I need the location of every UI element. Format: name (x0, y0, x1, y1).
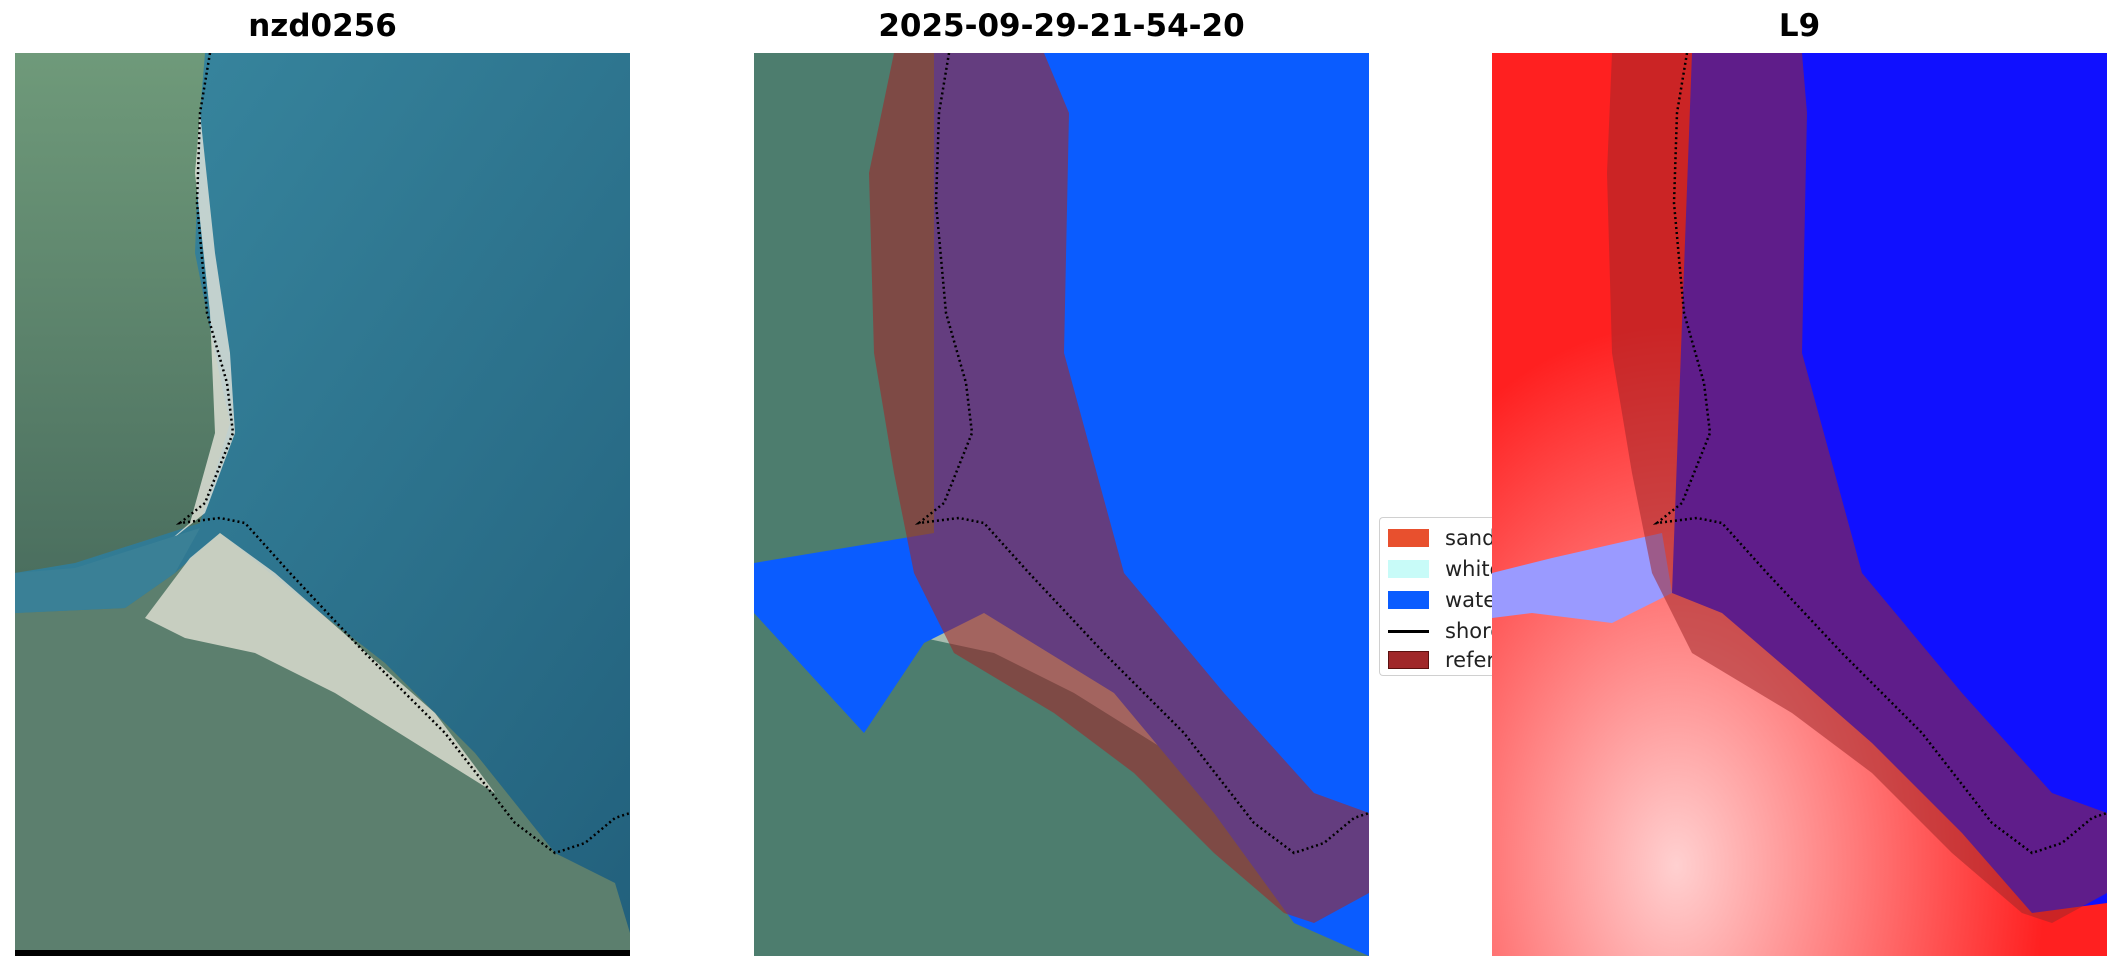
classification-panel (754, 53, 1369, 956)
reference-buffer (869, 53, 1369, 923)
white-water-swatch (1388, 560, 1429, 578)
legend: sand white-water water shoreline referen… (1379, 517, 1500, 676)
legend-item-water: water (1388, 586, 1500, 614)
land-south (15, 533, 630, 956)
legend-item-sand: sand (1388, 524, 1495, 552)
panel-title-classification: 2025-09-29-21-54-20 (878, 8, 1245, 44)
estuary-index (1492, 533, 1672, 623)
reference-buffer-swatch (1388, 651, 1429, 669)
water-swatch (1388, 591, 1429, 609)
land-northwest (15, 53, 230, 573)
rgb-image-panel (15, 53, 630, 956)
bottom-edge-bar (15, 950, 630, 956)
legend-label: white-water (1445, 557, 1500, 581)
sand-beach-north (155, 113, 235, 553)
reference-buffer (1607, 53, 2107, 923)
legend-label: water (1445, 588, 1500, 612)
legend-item-reference-shoreline-buffer: reference shoreline buffer (1388, 646, 1500, 674)
sand-spit (145, 533, 495, 793)
legend-label: shoreline (1445, 619, 1500, 643)
legend-label: sand (1445, 526, 1496, 550)
legend-item-shoreline: shoreline (1388, 617, 1500, 645)
panel-title-rgb: nzd0256 (248, 8, 397, 44)
legend-item-white-water: white-water (1388, 555, 1500, 583)
sand-swatch (1388, 529, 1429, 547)
index-panel (1492, 53, 2107, 956)
estuary (15, 528, 200, 613)
legend-label: reference shoreline buffer (1445, 648, 1500, 672)
panel-title-index: L9 (1778, 8, 1821, 44)
shoreline-swatch (1388, 629, 1429, 633)
